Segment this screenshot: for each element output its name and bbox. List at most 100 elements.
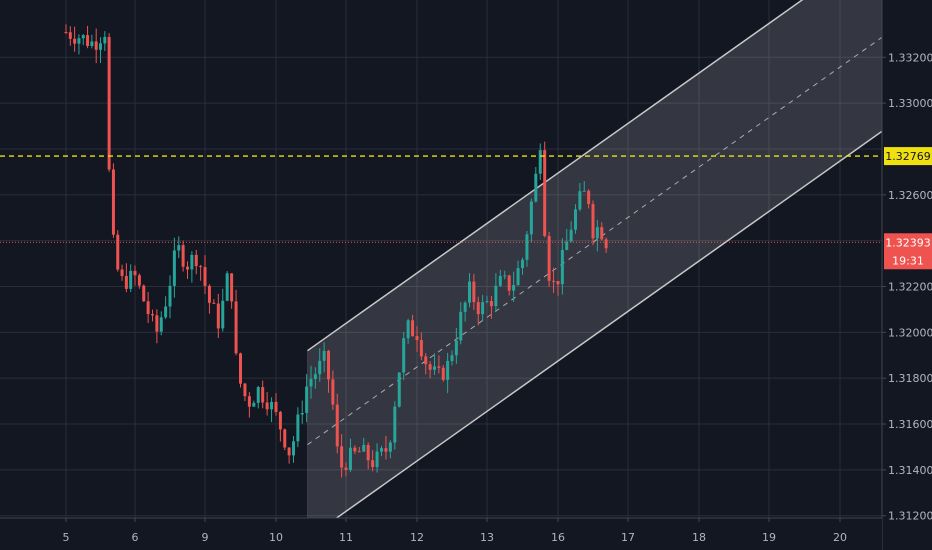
candle: [265, 392, 269, 416]
current-price-label: 1.32393: [885, 236, 931, 249]
candle: [415, 326, 419, 352]
candle-body: [534, 173, 538, 202]
candle: [318, 348, 322, 382]
candle-body: [133, 270, 137, 276]
candle-body: [353, 447, 357, 452]
candle-body: [463, 302, 467, 312]
candle-body: [375, 451, 379, 468]
time-tick-label: 19: [762, 531, 776, 544]
candle: [454, 327, 458, 364]
candle: [441, 364, 445, 382]
channel-upper-line[interactable]: [307, 0, 890, 352]
candle-body: [313, 374, 317, 380]
candle-body: [322, 350, 326, 361]
candle-body: [265, 402, 269, 410]
candle-body: [450, 355, 454, 361]
candle: [335, 393, 339, 454]
parallel-channel[interactable]: [307, 0, 890, 540]
candle-body: [512, 285, 516, 291]
candle: [159, 311, 163, 336]
candle: [560, 238, 564, 295]
candle-body: [441, 367, 445, 380]
time-tick-label: 18: [692, 531, 706, 544]
candle-body: [402, 338, 406, 373]
candle: [274, 393, 278, 416]
candle-body: [283, 429, 287, 448]
candle: [172, 237, 176, 298]
candle-body: [327, 350, 330, 380]
candle-body: [216, 303, 220, 329]
candle-body: [454, 340, 458, 356]
candle: [142, 284, 146, 302]
candle: [463, 300, 467, 322]
candle: [353, 445, 357, 455]
candle-body: [99, 43, 102, 50]
candle: [120, 264, 124, 281]
candle: [494, 273, 498, 313]
time-axis[interactable]: 5 6 9 10 11 12 13 16 17 18 19 20: [0, 517, 882, 550]
candle: [287, 447, 291, 464]
candle: [234, 289, 238, 356]
candle-body: [468, 281, 471, 303]
candle-body: [142, 285, 146, 302]
candle: [313, 367, 317, 389]
candle-body: [318, 360, 322, 375]
time-tick-label: 9: [202, 531, 209, 544]
candle: [503, 270, 507, 280]
candle-body: [560, 249, 564, 285]
candle-body: [247, 396, 251, 407]
candle: [538, 143, 542, 181]
candle: [177, 236, 181, 259]
candle-body: [362, 444, 366, 452]
candle: [472, 273, 476, 310]
candle: [587, 189, 591, 209]
candle-body: [344, 467, 348, 470]
candle-body: [357, 451, 361, 453]
candle: [230, 273, 234, 309]
candle: [77, 34, 81, 55]
time-tick-label: 10: [269, 531, 283, 544]
candle-body: [604, 239, 608, 249]
candle: [99, 37, 102, 63]
candle-body: [292, 441, 295, 456]
candle-body: [261, 387, 265, 403]
candle-body: [397, 372, 401, 407]
candle: [103, 31, 107, 51]
candle: [155, 309, 159, 344]
candle-body: [146, 301, 150, 315]
candle-body: [380, 448, 383, 452]
candle-body: [366, 444, 370, 461]
candle-body: [552, 280, 556, 282]
time-tick-label: 11: [339, 531, 353, 544]
candle: [164, 296, 168, 320]
candle-body: [243, 383, 247, 397]
channel-lower-line[interactable]: [307, 125, 890, 540]
candle: [194, 249, 198, 275]
candle-body: [446, 360, 450, 380]
candle: [543, 141, 547, 238]
candle-body: [186, 266, 189, 270]
candle-body: [476, 302, 480, 315]
candle: [107, 33, 111, 172]
candle: [270, 397, 274, 423]
horizontal-levels: [0, 155, 882, 243]
candle-body: [406, 320, 410, 339]
price-badges: 1.32769 1.32393 19:31: [884, 147, 932, 270]
candle-body: [199, 266, 203, 268]
candle-body: [556, 280, 560, 285]
candle-body: [388, 442, 392, 452]
price-tick-label: 1.31400: [888, 464, 932, 477]
candle-body: [591, 204, 595, 239]
time-axis-background: [0, 518, 882, 550]
candle-body: [278, 411, 282, 430]
candle: [190, 251, 194, 283]
candle-body: [503, 275, 507, 277]
candle: [481, 294, 485, 322]
candle-body: [252, 402, 256, 407]
price-axis[interactable]: 1.33200 1.33000 1.32600 1.32200 1.32000 1.318…: [881, 0, 932, 550]
candle: [366, 442, 370, 470]
candle-body: [331, 379, 335, 405]
candle: [556, 280, 560, 296]
